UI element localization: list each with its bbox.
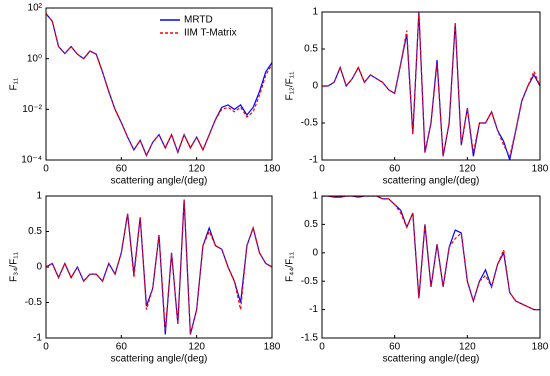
y-tick-label: 0 bbox=[312, 81, 318, 92]
y-tick-label: 0.5 bbox=[28, 226, 42, 237]
x-axis-label: scattering angle/(deg) bbox=[383, 354, 480, 365]
x-tick-label: 180 bbox=[264, 164, 281, 175]
y-axis-label: F₁₂/F₁₁ bbox=[285, 71, 296, 101]
y-tick-label: 0.5 bbox=[304, 219, 318, 230]
y-tick-label: 1 bbox=[36, 191, 42, 202]
x-tick-label: 0 bbox=[43, 164, 49, 175]
y-tick-label: -1 bbox=[33, 333, 42, 344]
y-tick-label: -0.5 bbox=[25, 297, 43, 308]
y-tick-label: 0.5 bbox=[304, 44, 318, 55]
x-tick-label: 60 bbox=[116, 342, 128, 353]
series-line bbox=[322, 12, 540, 158]
plot-area bbox=[46, 196, 272, 338]
y-tick-label: 0 bbox=[36, 262, 42, 273]
legend-box bbox=[158, 12, 270, 42]
axes-box bbox=[321, 11, 541, 161]
y-tick-label: 10⁻⁴ bbox=[21, 155, 42, 166]
x-tick-label: 0 bbox=[319, 342, 325, 353]
x-tick-label: 120 bbox=[188, 342, 205, 353]
y-tick-label: -1 bbox=[309, 304, 318, 315]
x-tick-label: 0 bbox=[43, 342, 49, 353]
y-axis-label: F₄₄/F₁₁ bbox=[285, 251, 296, 282]
x-tick-label: 180 bbox=[264, 342, 281, 353]
x-axis-label: scattering angle/(deg) bbox=[111, 354, 208, 365]
y-tick-label: 10⁰ bbox=[27, 53, 42, 64]
x-tick-label: 60 bbox=[389, 164, 401, 175]
y-tick-label: 1 bbox=[312, 191, 318, 202]
series-line bbox=[322, 196, 540, 311]
y-tick-label: -1.5 bbox=[301, 333, 319, 344]
y-tick-label: -1 bbox=[309, 155, 318, 166]
y-tick-label: 10² bbox=[28, 3, 43, 14]
y-tick-label: 10⁻² bbox=[22, 104, 42, 115]
y-tick-label: -0.5 bbox=[301, 118, 319, 129]
y-tick-label: 1 bbox=[312, 7, 318, 18]
x-axis-label: scattering angle/(deg) bbox=[111, 176, 208, 187]
x-tick-label: 60 bbox=[389, 342, 401, 353]
legend-label: MRTD bbox=[184, 15, 213, 26]
x-tick-label: 60 bbox=[116, 164, 128, 175]
x-tick-label: 120 bbox=[459, 342, 476, 353]
x-tick-label: 0 bbox=[319, 164, 325, 175]
x-tick-label: 180 bbox=[532, 164, 549, 175]
series-line bbox=[46, 13, 272, 158]
x-tick-label: 180 bbox=[532, 342, 549, 353]
y-axis-label: F₃₄/F₁₁ bbox=[9, 251, 20, 282]
y-axis-label: F₁₁ bbox=[9, 77, 20, 90]
plot-area bbox=[322, 12, 540, 160]
legend-label: IIM T-Matrix bbox=[184, 28, 237, 39]
series-line bbox=[46, 199, 272, 335]
x-tick-label: 120 bbox=[459, 164, 476, 175]
x-tick-label: 120 bbox=[188, 164, 205, 175]
y-tick-label: 0 bbox=[312, 247, 318, 258]
axes-box bbox=[45, 7, 273, 161]
axes-box bbox=[321, 195, 541, 339]
plot-area bbox=[322, 196, 540, 338]
axes-box bbox=[45, 195, 273, 339]
y-tick-label: -0.5 bbox=[301, 276, 319, 287]
x-axis-label: scattering angle/(deg) bbox=[383, 176, 480, 187]
